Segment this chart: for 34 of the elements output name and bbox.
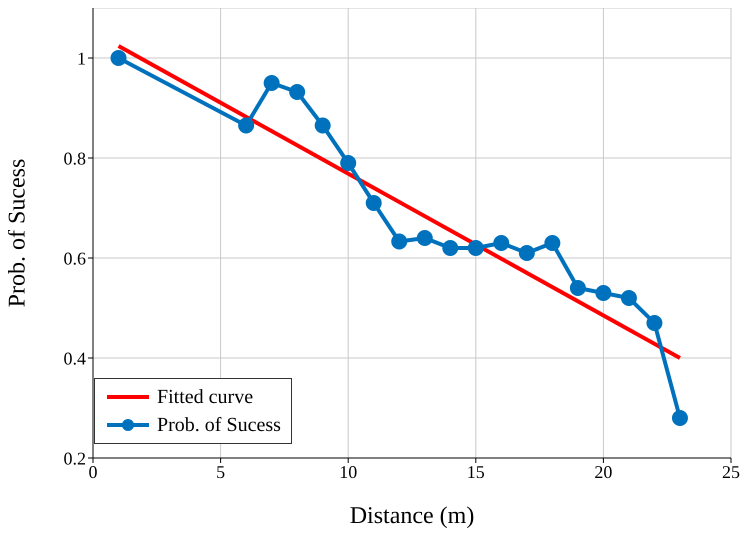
point — [544, 235, 560, 251]
y-tick-label: 0.4 — [64, 348, 86, 368]
x-tick-label: 0 — [88, 462, 98, 482]
legend-label: Prob. of Sucess — [157, 414, 281, 436]
point — [646, 315, 662, 331]
point — [289, 84, 306, 100]
y-tick-label: 0.8 — [64, 148, 86, 168]
point — [110, 50, 127, 66]
y-tick-label: 1 — [77, 48, 86, 68]
x-tick-label: 5 — [216, 462, 226, 482]
point — [391, 234, 408, 250]
y-tick-label: 0.6 — [64, 248, 86, 268]
point — [238, 118, 254, 134]
legend-label: Fitted curve — [157, 386, 254, 408]
x-tick-label: 10 — [339, 462, 358, 482]
x-tick-label: 15 — [466, 462, 485, 482]
point — [442, 240, 458, 256]
point — [416, 230, 433, 246]
point — [340, 155, 356, 171]
point — [314, 118, 331, 134]
x-tick-label: 25 — [722, 462, 740, 482]
point — [620, 290, 637, 306]
point — [518, 245, 535, 261]
point — [366, 195, 382, 211]
point — [493, 235, 510, 251]
y-axis-title: Prob. of Sucess — [4, 158, 31, 308]
x-axis-title: Distance (m) — [350, 503, 474, 529]
point — [570, 280, 586, 296]
point — [264, 75, 280, 91]
point — [468, 240, 484, 256]
x-tick-label: 20 — [594, 462, 612, 482]
point — [672, 410, 688, 426]
point — [595, 285, 612, 301]
y-tick-label: 0.2 — [64, 448, 86, 468]
